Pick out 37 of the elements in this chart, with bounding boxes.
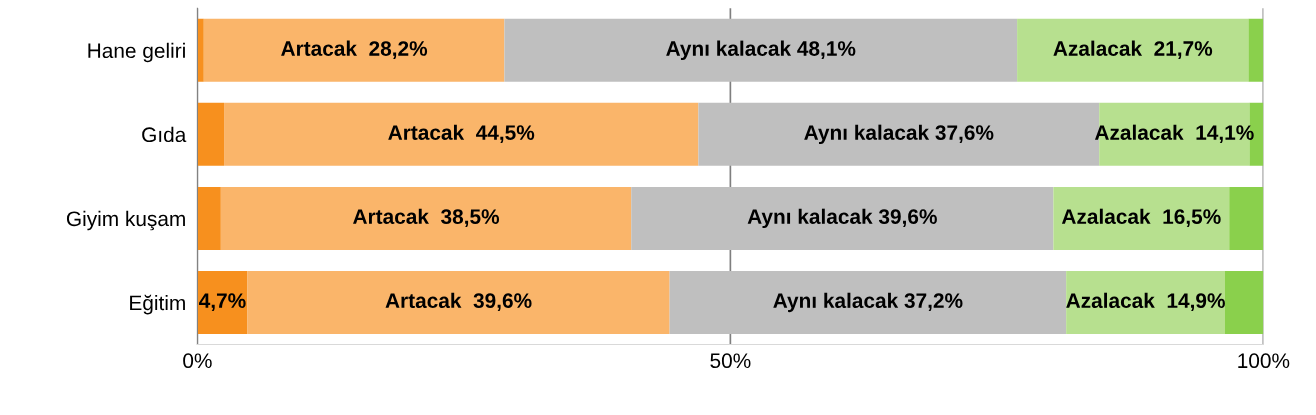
data-label: Azalacak 14,9%	[1066, 292, 1225, 312]
data-label: Azalacak 21,7%	[1053, 40, 1213, 59]
y-tick-label: Giyim kuşam	[66, 210, 185, 231]
bar	[224, 102, 699, 166]
bar	[197, 18, 204, 82]
x-tick-label: 0%	[183, 353, 212, 369]
data-label: Aynı kalacak 37,2%	[773, 292, 963, 313]
bar	[247, 270, 670, 334]
data-label: Aynı kalacak 37,6%	[804, 124, 994, 145]
data-label: Azalacak 16,5%	[1061, 208, 1221, 228]
bar	[631, 186, 1054, 250]
bar	[1017, 18, 1249, 82]
bar	[1053, 186, 1230, 250]
y-tick-label: Eğitim	[130, 294, 185, 315]
bar	[197, 186, 221, 250]
bar	[669, 270, 1067, 334]
x-tick-label: 100%	[1238, 353, 1290, 369]
bar	[1248, 18, 1264, 82]
data-label: Artacak 39,6%	[385, 292, 532, 312]
data-label: Artacak 28,2%	[281, 40, 428, 59]
bar	[1224, 270, 1264, 334]
y-tick-label: Hane geliri	[88, 42, 185, 63]
data-label: Aynı kalacak 39,6%	[747, 208, 937, 229]
y-tick-label: Gıda	[142, 126, 187, 143]
bar	[197, 102, 225, 166]
data-label: Azalacak 14,1%	[1094, 124, 1254, 143]
x-tick-label: 50%	[710, 353, 751, 369]
bar	[1229, 186, 1264, 250]
bar	[203, 18, 505, 82]
data-label: Artacak 38,5%	[353, 208, 500, 228]
data-label: 4,7%	[199, 293, 246, 312]
data-label: Artacak 44,5%	[388, 124, 535, 143]
data-label: Aynı kalacak 48,1%	[666, 40, 856, 61]
bar	[197, 270, 248, 334]
bar	[1066, 270, 1225, 334]
bar	[504, 18, 1018, 82]
bar	[220, 186, 632, 250]
